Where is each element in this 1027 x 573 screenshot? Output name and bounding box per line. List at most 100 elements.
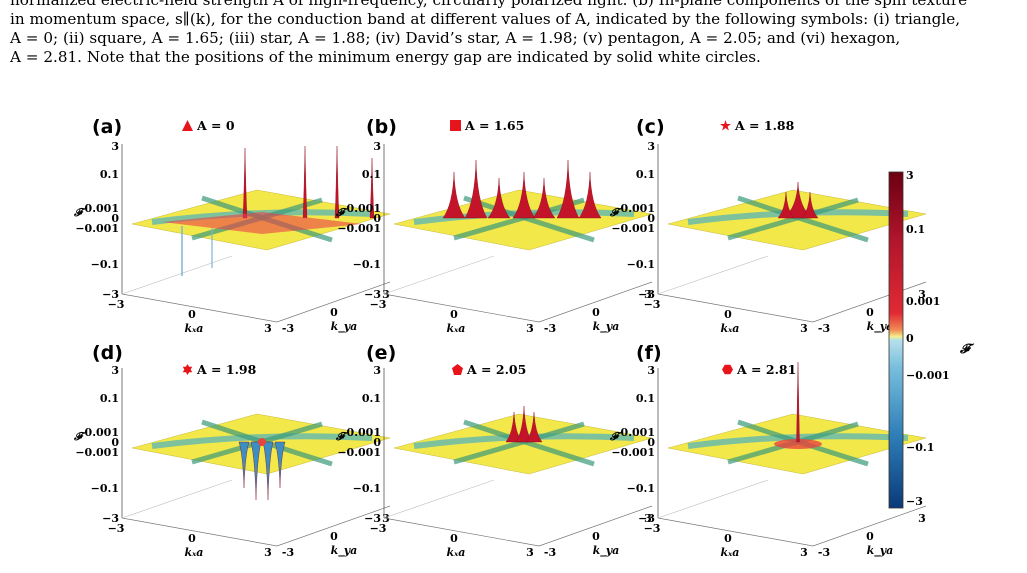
z-tick-label: 0 xyxy=(647,436,655,449)
y-tick-label: -3 xyxy=(544,546,556,559)
surface-peak xyxy=(334,145,340,219)
floor-edge xyxy=(383,505,653,547)
panel-title-text: A = 1.98 xyxy=(197,362,257,377)
x-tick-label: −3 xyxy=(108,522,125,535)
panel-label: (a) xyxy=(92,116,123,138)
y-axis-label: k_ya xyxy=(331,544,358,558)
panel-title-text: A = 2.05 xyxy=(467,362,527,377)
colorbar-tick: 0 xyxy=(906,332,914,345)
panel-title: A = 2.05 xyxy=(452,362,526,377)
y-tick-label: 3 xyxy=(644,512,652,525)
back-edge xyxy=(657,479,769,519)
surface-peak xyxy=(777,191,795,219)
panel-a: (a) A = 0 xyxy=(30,116,330,316)
panel-f: (f) A = 2.81 xyxy=(620,340,920,540)
surface-peak xyxy=(578,171,602,219)
panel-title: A = 1.88 xyxy=(720,118,794,133)
z-tick-label: 3 xyxy=(647,140,655,153)
caption-line-2: A = 0; (ii) square, A = 1.65; (iii) star… xyxy=(10,29,901,47)
x-tick-label: 0 xyxy=(188,308,196,321)
surface-peak xyxy=(442,171,466,219)
x-tick-label: 0 xyxy=(450,532,458,545)
pentagon-icon xyxy=(452,364,463,375)
z-tick-label: −0.1 xyxy=(627,482,655,495)
z-tick-label: −0.001 xyxy=(611,446,655,459)
back-edge xyxy=(383,479,495,519)
x-tick-label: −3 xyxy=(644,522,661,535)
z-tick-label: 0.1 xyxy=(362,392,381,405)
david-star-icon xyxy=(182,364,193,375)
z-tick-label: 3 xyxy=(647,364,655,377)
surface-peak xyxy=(532,177,556,219)
surface-peak xyxy=(302,145,308,219)
y-tick-label: 0 xyxy=(592,530,600,543)
z-tick-label: 0.1 xyxy=(636,392,655,405)
x-axis-label: kₓa xyxy=(447,322,466,335)
z-tick-label: 0 xyxy=(373,212,381,225)
x-tick-label: −3 xyxy=(370,522,387,535)
x-tick-label: 0 xyxy=(724,532,732,545)
surface-peak xyxy=(525,411,543,443)
star-icon xyxy=(720,120,731,131)
y-tick-label: 3 xyxy=(644,288,652,301)
colorbar-tick: 0.001 xyxy=(906,295,941,308)
surface-peak xyxy=(464,159,488,219)
y-tick-label: 0 xyxy=(330,530,338,543)
y-tick-label: -3 xyxy=(818,322,830,335)
floor-edge xyxy=(657,505,927,547)
z-tick-label: 0.001 xyxy=(621,426,655,439)
colorbar xyxy=(888,171,904,509)
z-tick-label: 0.1 xyxy=(636,168,655,181)
panel-d: (d) A = 1.98 xyxy=(30,340,330,540)
y-tick-label: -3 xyxy=(818,546,830,559)
panel-title: A = 1.98 xyxy=(182,362,256,377)
z-tick-label: 0.001 xyxy=(85,202,119,215)
x-axis-label: kₓa xyxy=(185,322,204,335)
surface-lobe xyxy=(162,212,362,234)
x-axis-label: kₓa xyxy=(721,546,740,559)
panel-label: (d) xyxy=(92,342,123,364)
surface-band xyxy=(453,421,585,465)
surface-peak xyxy=(238,441,250,489)
hexagon-icon xyxy=(722,364,733,375)
z-tick-label: −0.1 xyxy=(91,258,119,271)
y-tick-label: -3 xyxy=(282,322,294,335)
caption-line-0: normalized electric-field strength A of … xyxy=(10,0,968,9)
caption-line-3: A = 2.81. Note that the positions of the… xyxy=(10,48,761,66)
z-tick-label: 0 xyxy=(111,436,119,449)
y-tick-label: 3 xyxy=(918,288,926,301)
z-tick-label: 0.001 xyxy=(621,202,655,215)
caption-line-1: in momentum space, s∥(k), for the conduc… xyxy=(10,10,961,28)
x-tick-label: −3 xyxy=(644,298,661,311)
x-tick-label: 3 xyxy=(526,322,534,335)
z-tick-label: −0.001 xyxy=(75,222,119,235)
x-tick-label: 3 xyxy=(800,322,808,335)
y-tick-label: -3 xyxy=(282,546,294,559)
z-tick-label: 0 xyxy=(373,436,381,449)
y-axis-label: k_ya xyxy=(867,544,894,558)
back-edge xyxy=(121,255,233,295)
panel-label: (c) xyxy=(636,116,665,138)
z-tick-label: 0.1 xyxy=(100,168,119,181)
x-tick-label: 3 xyxy=(264,322,272,335)
colorbar-tick: 3 xyxy=(906,169,914,182)
panel-title-text: A = 2.81 xyxy=(737,362,797,377)
surface-peak xyxy=(242,147,248,219)
triangle-icon xyxy=(182,120,193,131)
y-tick-label: 0 xyxy=(592,306,600,319)
z-tick-label: −0.1 xyxy=(91,482,119,495)
z-tick-label: −3 xyxy=(638,288,655,301)
panel-b: (b) A = 1.65 xyxy=(330,116,630,316)
z-tick-label: −0.1 xyxy=(353,482,381,495)
colorbar-label: 𝓕 xyxy=(960,342,970,357)
back-edge xyxy=(121,479,233,519)
z-tick-label: −0.001 xyxy=(337,222,381,235)
panel-title: A = 0 xyxy=(182,118,235,133)
z-tick-label: 0.001 xyxy=(347,202,381,215)
colorbar-tick: 0.1 xyxy=(906,223,926,236)
x-tick-label: 0 xyxy=(188,532,196,545)
